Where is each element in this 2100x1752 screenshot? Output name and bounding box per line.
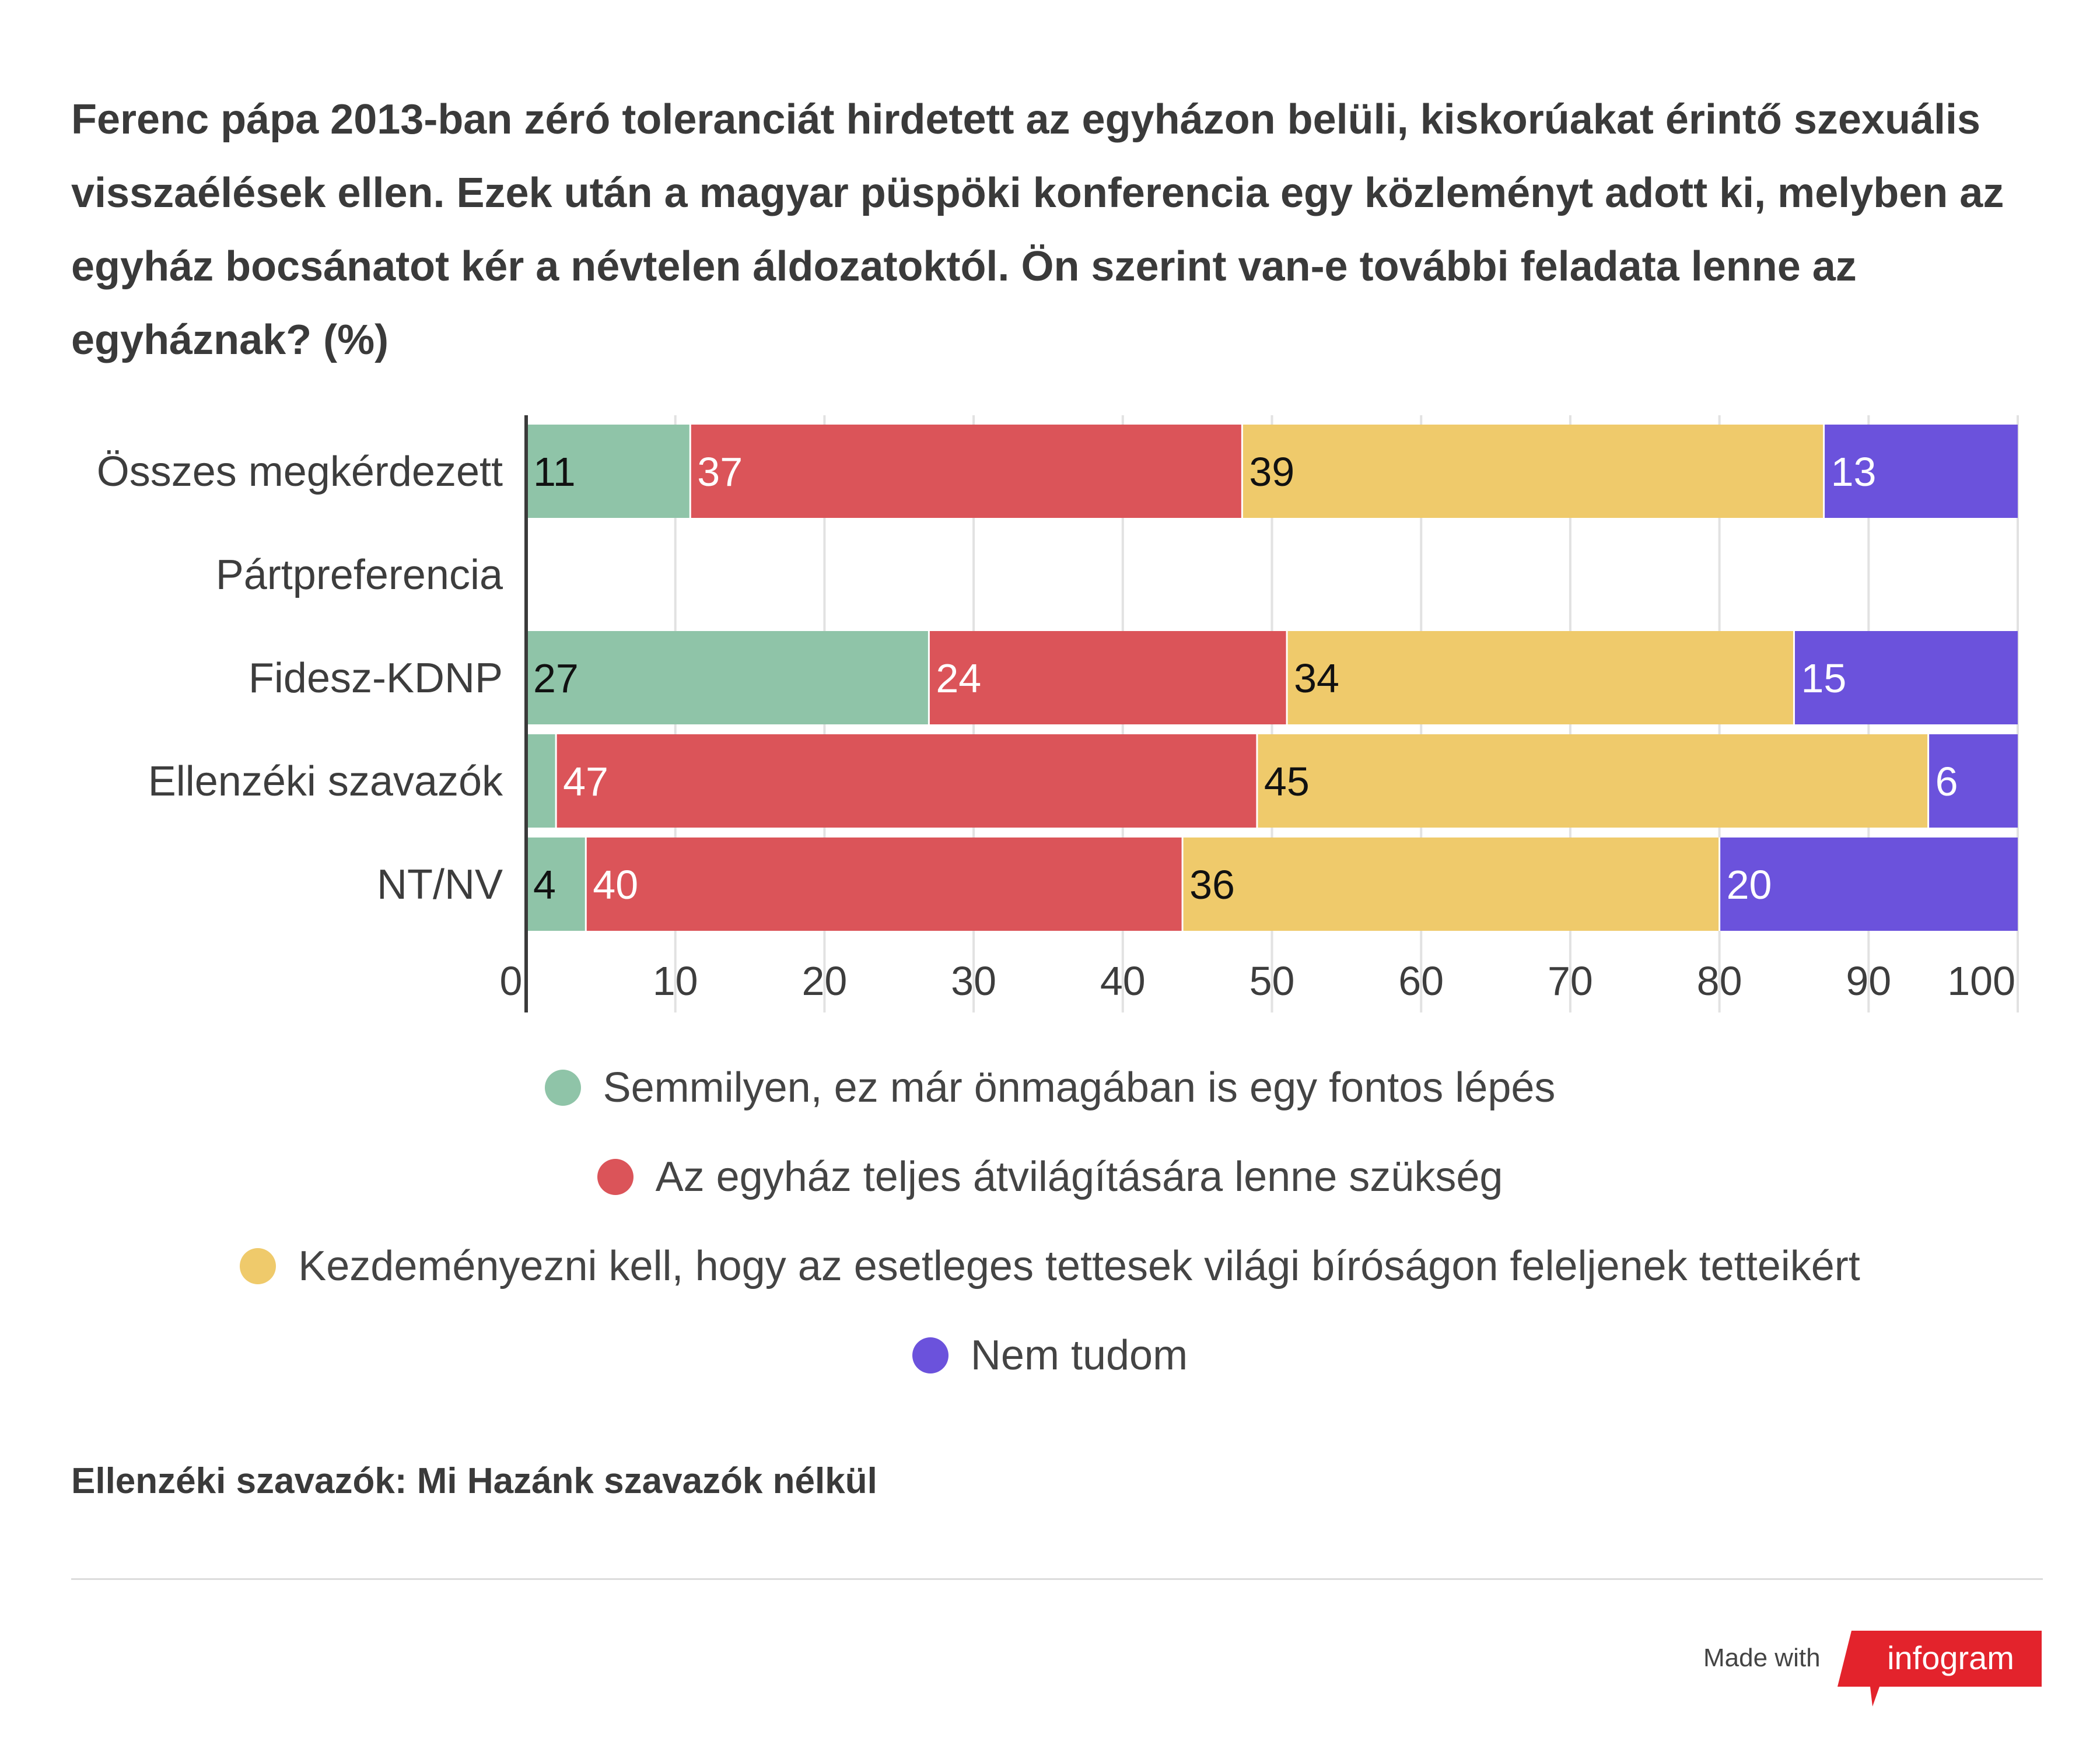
x-tick-label: 0 <box>500 958 523 1004</box>
x-tick-label: 20 <box>802 958 847 1004</box>
legend-dot-icon <box>240 1248 276 1284</box>
category-labels: Összes megkérdezett Pártpreferencia Fidesz… <box>97 448 503 908</box>
category-label: NT/NV <box>377 861 503 908</box>
bar-segment <box>929 631 1287 724</box>
bar-value-label: 24 <box>936 656 981 701</box>
infogram-logo-text: infogram <box>1887 1639 2014 1676</box>
x-tick-label: 30 <box>951 958 996 1004</box>
legend-label: Semmilyen, ez már önmagában is egy fonto… <box>603 1064 1556 1111</box>
bar-segment <box>556 734 1257 828</box>
bar-value-label: 11 <box>533 449 576 495</box>
x-tick-label: 100 <box>1947 958 2015 1004</box>
bar-segment <box>1824 425 2018 518</box>
footer-divider <box>71 1578 2043 1580</box>
bar-value-label: 45 <box>1264 759 1310 804</box>
category-label: Összes megkérdezett <box>97 448 503 495</box>
x-tick-label: 80 <box>1697 958 1742 1004</box>
infogram-logo[interactable]: infogram <box>1838 1631 2042 1707</box>
x-tick-label: 90 <box>1846 958 1891 1004</box>
legend-dot-icon <box>597 1159 634 1195</box>
legend-label: Kezdeményezni kell, hogy az esetleges te… <box>298 1243 1860 1290</box>
bar-value-label: 15 <box>1801 656 1846 701</box>
bar-value-label: 34 <box>1294 656 1339 701</box>
bar-segment <box>1794 631 2018 724</box>
bar-segment <box>1242 425 1824 518</box>
bar-value-label: 47 <box>563 759 608 804</box>
bar-value-label: 36 <box>1189 862 1235 907</box>
bar-segment <box>526 631 929 724</box>
x-tick-label: 70 <box>1548 958 1593 1004</box>
footnote: Ellenzéki szavazók: Mi Hazánk szavazók n… <box>71 1461 877 1501</box>
legend-label: Az egyház teljes átvilágítására lenne sz… <box>655 1154 1503 1200</box>
data-labels: 11 37 39 13 27 24 34 15 47 45 6 4 40 36 20 <box>533 449 1958 907</box>
bar-segment <box>1928 734 2018 828</box>
x-tick-label: 10 <box>653 958 698 1004</box>
legend-item[interactable]: Semmilyen, ez már önmagában is egy fonto… <box>0 1061 2100 1114</box>
legend-item[interactable]: Kezdeményezni kell, hogy az esetleges te… <box>0 1240 2100 1292</box>
bar-segment <box>1256 734 1929 828</box>
chart-legend: Semmilyen, ez már önmagában is egy fonto… <box>0 1061 2100 1418</box>
bar-segment <box>586 838 1183 931</box>
legend-dot-icon <box>912 1337 949 1373</box>
chart-title: Ferenc pápa 2013-ban zéró toleranciát hi… <box>71 96 2004 363</box>
bar-value-label: 39 <box>1249 449 1294 495</box>
bar-segment <box>1182 838 1720 931</box>
bar-value-label: 6 <box>1936 759 1958 804</box>
bar-value-label: 40 <box>593 862 638 907</box>
bar-segment <box>1719 838 2018 931</box>
made-with-label: Made with <box>1703 1644 1821 1672</box>
category-label: Fidesz-KDNP <box>249 655 503 702</box>
category-label: Ellenzéki szavazók <box>148 758 503 805</box>
legend-item[interactable]: Az egyház teljes átvilágítására lenne sz… <box>0 1151 2100 1203</box>
bar-value-label: 4 <box>533 862 556 907</box>
x-axis-ticks: 0 10 20 30 40 50 60 70 80 90 100 <box>500 958 2015 1004</box>
category-label: Pártpreferencia <box>216 552 503 598</box>
legend-label: Nem tudom <box>970 1332 1188 1379</box>
x-tick-label: 40 <box>1100 958 1146 1004</box>
x-tick-label: 50 <box>1250 958 1295 1004</box>
bar-segment <box>526 734 556 828</box>
bar-segment <box>526 425 691 518</box>
bar-value-label: 27 <box>533 656 579 701</box>
bar-value-label: 20 <box>1727 862 1772 907</box>
bar-segment <box>1287 631 1794 724</box>
legend-item[interactable]: Nem tudom <box>0 1329 2100 1382</box>
bar-segment <box>526 838 586 931</box>
stacked-bar-chart: 11 37 39 13 27 24 34 15 47 45 6 4 40 36 20 Összes megk… <box>97 415 2019 1012</box>
bars <box>526 425 2018 931</box>
bar-segment <box>690 425 1242 518</box>
bar-value-label: 13 <box>1831 449 1877 495</box>
x-tick-label: 60 <box>1398 958 1444 1004</box>
bar-value-label: 37 <box>697 449 743 495</box>
legend-dot-icon <box>544 1070 581 1106</box>
